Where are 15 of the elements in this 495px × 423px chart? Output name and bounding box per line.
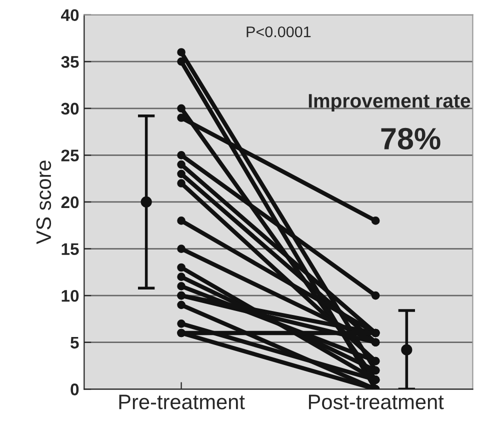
y-axis-title: VS score — [36, 160, 52, 244]
annotation: 78% — [381, 128, 440, 150]
y-tick-label: 15 — [62, 243, 79, 255]
y-tick-label: 0 — [70, 384, 79, 396]
y-tick-label: 20 — [61, 196, 79, 208]
annotation: Improvement rate — [308, 94, 470, 112]
x-tick-label: Pre-treatment — [119, 394, 245, 410]
annotation: P<0.0001 — [246, 26, 311, 38]
y-tick-label: 30 — [61, 102, 79, 115]
y-tick-label: 25 — [61, 150, 79, 162]
x-tick-label: Post-treatment — [308, 394, 444, 410]
y-tick-label: 5 — [70, 336, 79, 349]
y-tick-label: 40 — [61, 9, 79, 22]
y-tick-label: 35 — [61, 56, 79, 68]
y-tick-label: 10 — [62, 290, 79, 302]
